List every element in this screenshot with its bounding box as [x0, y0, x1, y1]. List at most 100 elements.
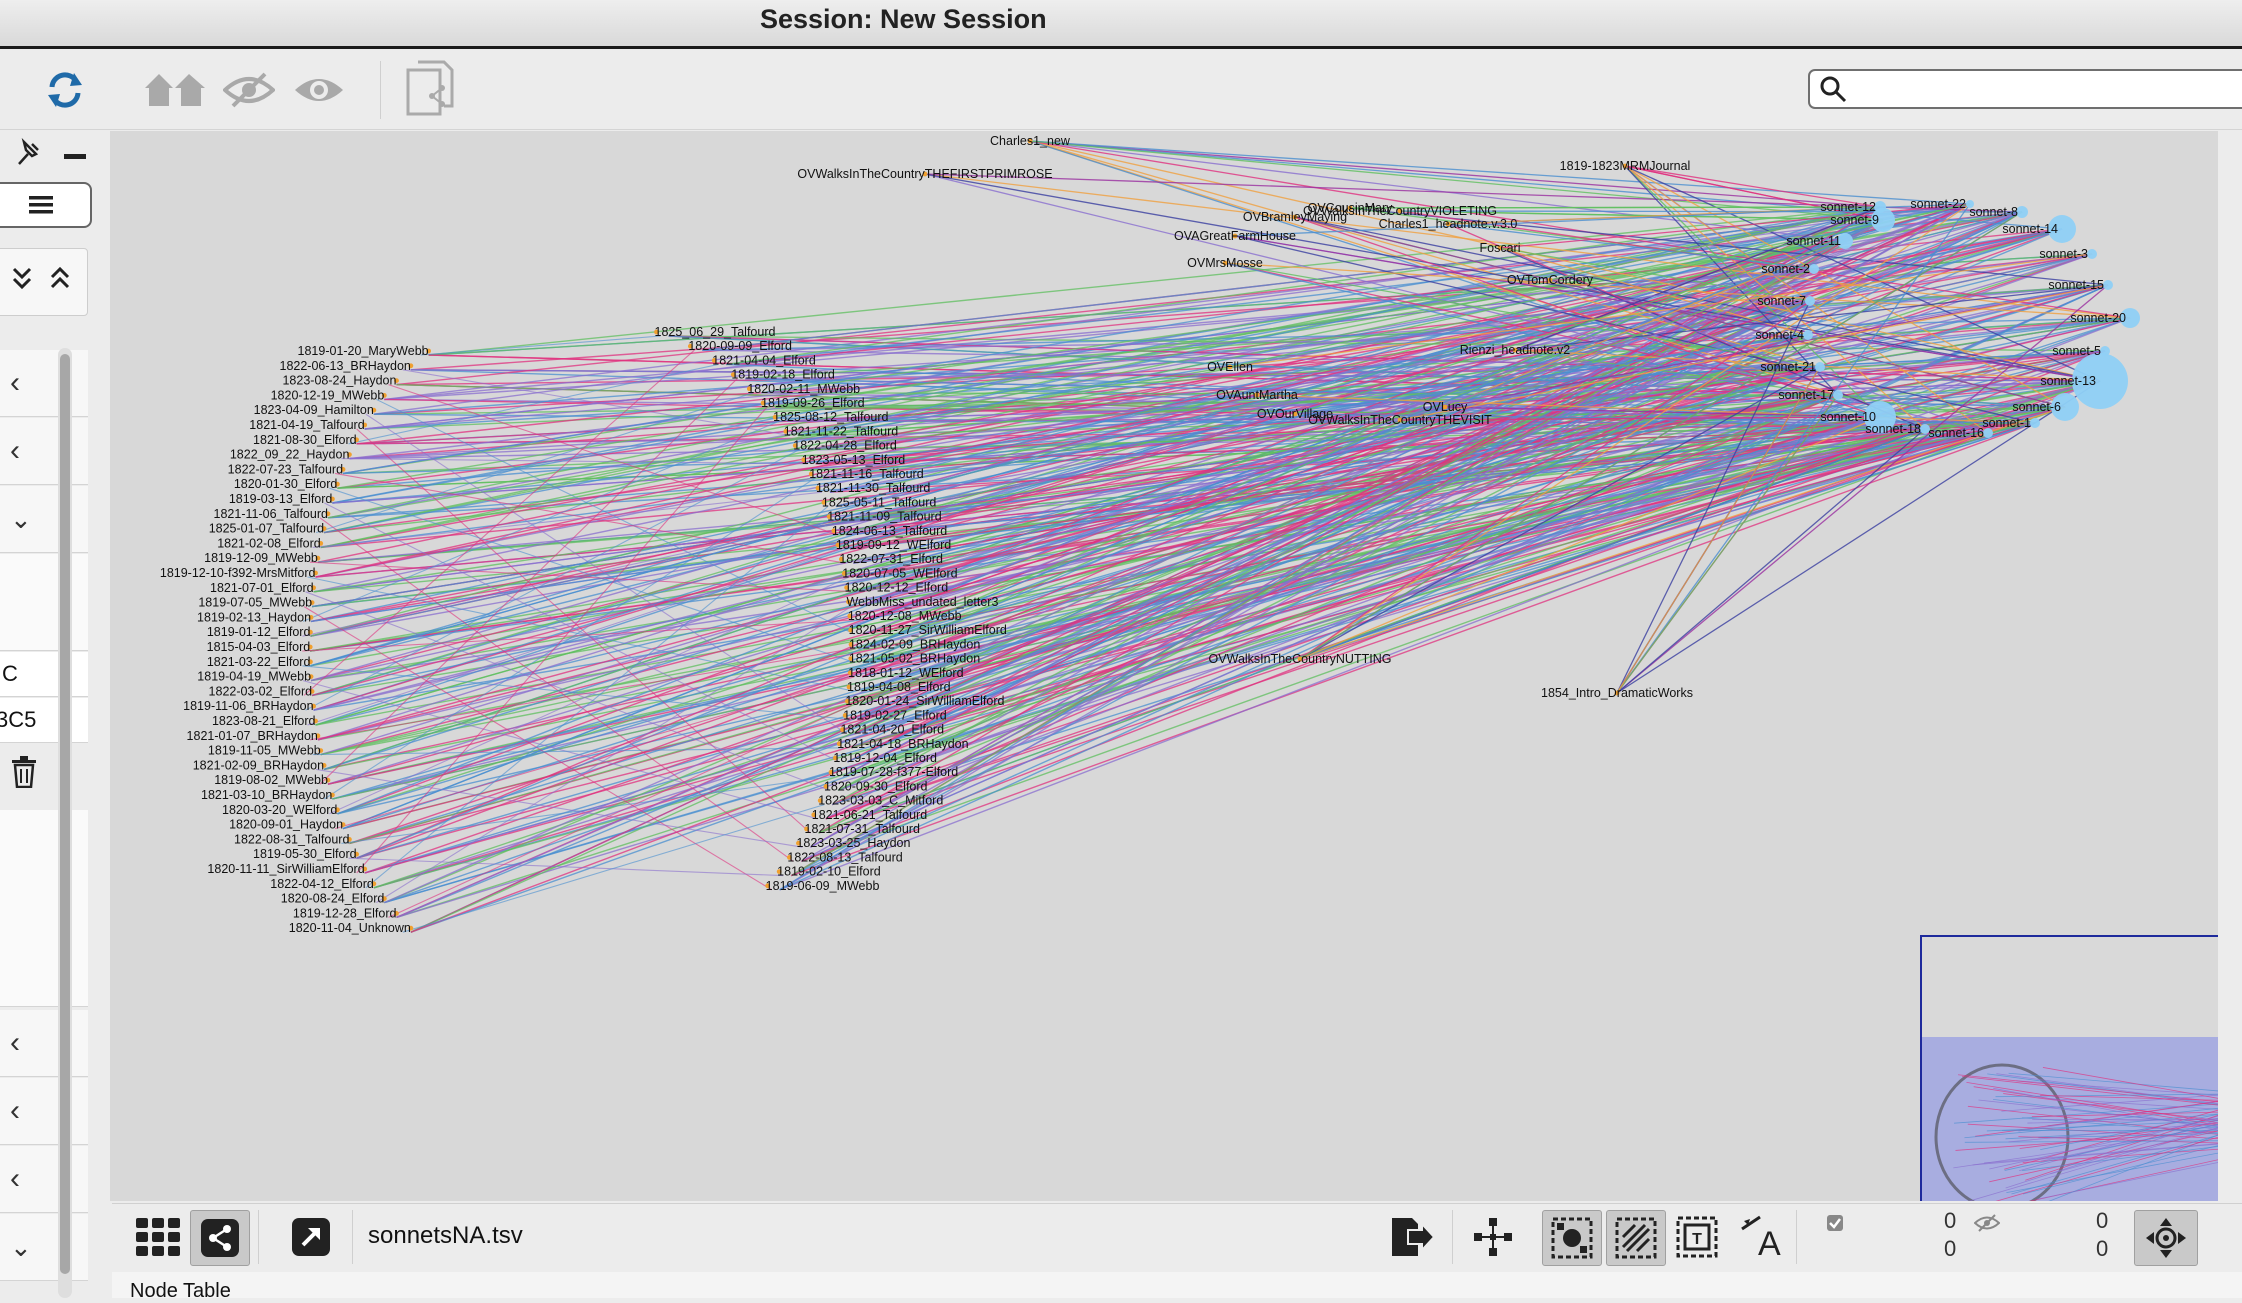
- node-label: 1820-11-04_Unknown: [289, 921, 411, 935]
- sonnet-node[interactable]: [1815, 362, 1825, 372]
- node-label: OVMrsMosse: [1187, 256, 1263, 270]
- panel-scrollbar[interactable]: [58, 348, 72, 1298]
- navigator-thumbnail[interactable]: [1922, 937, 2218, 1201]
- viewport-rectangle[interactable]: [1922, 1037, 2218, 1201]
- node-label: Rienzi_headnote.v2: [1460, 343, 1571, 357]
- panel-row-2[interactable]: ‹: [0, 418, 88, 485]
- node-label: WebbMiss_undated_letter3: [846, 595, 998, 609]
- node-label: OVEllen: [1207, 360, 1253, 374]
- sonnet-label: sonnet-15: [2048, 278, 2104, 292]
- node-label: 1821-06-21_Talfourd: [812, 808, 927, 822]
- node-label: 1821-05-02_BRHaydon: [849, 652, 980, 666]
- panel-value-2[interactable]: 3C5: [0, 698, 88, 743]
- show-icon[interactable]: [292, 67, 346, 113]
- node-label: 1821-01-07_BRHaydon: [187, 729, 318, 743]
- left-control-panel: ‹ ‹ ⌄ C 3C5 ‹ ‹ ‹ ⌄: [0, 130, 106, 1298]
- annotation-icon: T: [1676, 1216, 1718, 1258]
- node-label: 1823-08-21_Elford: [212, 714, 316, 728]
- select-annotations-button[interactable]: T: [1668, 1210, 1726, 1264]
- pin-icon[interactable]: [14, 138, 44, 173]
- network-filename: sonnetsNA.tsv: [368, 1222, 523, 1250]
- node-label: OVAGreatFarmHouse: [1174, 229, 1296, 243]
- node-label: 1819-12-04_Elford: [833, 751, 937, 765]
- right-collapsed-panel[interactable]: [2220, 131, 2242, 1201]
- minimize-icon[interactable]: [64, 154, 86, 159]
- panel-row-9[interactable]: ⌄: [0, 1214, 88, 1281]
- select-nodes-button[interactable]: [1542, 1210, 1602, 1266]
- node-label: 1819-12-28_Elford: [293, 906, 397, 920]
- sonnet-node[interactable]: [2103, 280, 2113, 290]
- panel-row-3[interactable]: ⌄: [0, 486, 88, 553]
- sonnet-node[interactable]: [1803, 330, 1813, 340]
- detach-view-button[interactable]: [282, 1210, 340, 1264]
- panel-row-8[interactable]: ‹: [0, 1146, 88, 1213]
- sonnet-label: sonnet-6: [2012, 400, 2061, 414]
- scrollbar-thumb[interactable]: [60, 354, 70, 1274]
- network-edge[interactable]: [421, 336, 661, 355]
- refresh-icon[interactable]: [40, 65, 90, 115]
- node-label: 1821-11-06_Talfourd: [214, 507, 328, 521]
- select-edges-button[interactable]: [1606, 1210, 1666, 1266]
- sonnet-node[interactable]: [1805, 296, 1815, 306]
- search-box[interactable]: [1808, 69, 2242, 109]
- panel-row-1[interactable]: ‹: [0, 350, 88, 417]
- chevron-down-icon: ⌄: [10, 504, 32, 535]
- sonnet-label: sonnet-14: [2002, 222, 2058, 236]
- search-input[interactable]: [1854, 75, 2238, 103]
- node-label: 1819-1823MRMJournal: [1560, 159, 1691, 173]
- layout-button[interactable]: [1464, 1210, 1522, 1264]
- sonnet-node[interactable]: [2030, 418, 2040, 428]
- panel-value-1[interactable]: C: [0, 652, 88, 697]
- search-icon: [1818, 74, 1848, 109]
- network-view-button[interactable]: [190, 1210, 250, 1266]
- checkbox-icon[interactable]: [1826, 1214, 1844, 1237]
- node-label: 1821-04-04_Elford: [712, 353, 816, 367]
- sonnet-node[interactable]: [2087, 249, 2097, 259]
- window-title: Session: New Session: [760, 4, 1047, 35]
- copy-document-icon[interactable]: [402, 59, 456, 119]
- overview-navigator[interactable]: [1920, 935, 2218, 1201]
- hide-icon[interactable]: [222, 67, 276, 113]
- node-label: 1822-08-13_Talfourd: [787, 850, 902, 864]
- collapse-all-icon[interactable]: [49, 265, 71, 296]
- node-label: 1820-11-27_SirWilliamElford: [849, 623, 1007, 637]
- node-label: 1822-06-13_BRHaydon: [280, 359, 411, 373]
- chevron-left-icon: ‹: [10, 1094, 20, 1128]
- node-label: 1820-09-01_Haydon: [229, 818, 343, 832]
- sonnet-node[interactable]: [1833, 390, 1843, 400]
- hidden-edges-count: 0: [2096, 1236, 2108, 1262]
- export-button[interactable]: [1382, 1210, 1440, 1264]
- menu-button[interactable]: [0, 182, 92, 228]
- sonnet-label: sonnet-11: [1786, 234, 1841, 248]
- node-label: 1819-11-05_MWebb: [208, 744, 321, 758]
- sonnet-label: sonnet-8: [1969, 205, 2018, 219]
- sonnet-label: sonnet-3: [2039, 247, 2088, 261]
- sonnet-label: sonnet-18: [1865, 422, 1921, 436]
- label-style-button[interactable]: A: [1732, 1210, 1790, 1264]
- hidden-nodes-count: 0: [2096, 1208, 2108, 1234]
- node-label: 1819-11-06_BRHaydon: [183, 699, 313, 713]
- node-label: 1819-05-30_Elford: [253, 847, 357, 861]
- node-label: 1819-02-13_Haydon: [197, 610, 311, 624]
- node-label: OVWalksInTheCountryTHEVISIT: [1308, 413, 1492, 427]
- node-label: 1823-04-09_Hamilton: [254, 403, 374, 417]
- network-edge[interactable]: [349, 858, 784, 875]
- navigator-toggle-button[interactable]: [2134, 1210, 2198, 1266]
- expand-all-icon[interactable]: [11, 265, 33, 296]
- chevron-left-icon: ‹: [10, 434, 20, 468]
- grid-view-icon[interactable]: [130, 1210, 188, 1264]
- trash-icon[interactable]: [10, 756, 38, 793]
- panel-row-6[interactable]: ‹: [0, 1010, 88, 1077]
- sonnet-label: sonnet-9: [1830, 213, 1879, 227]
- node-label: 1820-12-19_MWebb: [271, 388, 385, 402]
- node-label: 1820-09-09_Elford: [688, 339, 792, 353]
- sonnet-node[interactable]: [1809, 264, 1819, 274]
- network-edge[interactable]: [1030, 141, 1880, 207]
- node-table-panel[interactable]: Node Table: [112, 1272, 2242, 1298]
- node-label: 1821-04-18_BRHaydon: [837, 737, 968, 751]
- panel-row-7[interactable]: ‹: [0, 1078, 88, 1145]
- node-label: 1819-01-20_MaryWebb: [298, 344, 429, 358]
- home-icon[interactable]: [144, 67, 208, 113]
